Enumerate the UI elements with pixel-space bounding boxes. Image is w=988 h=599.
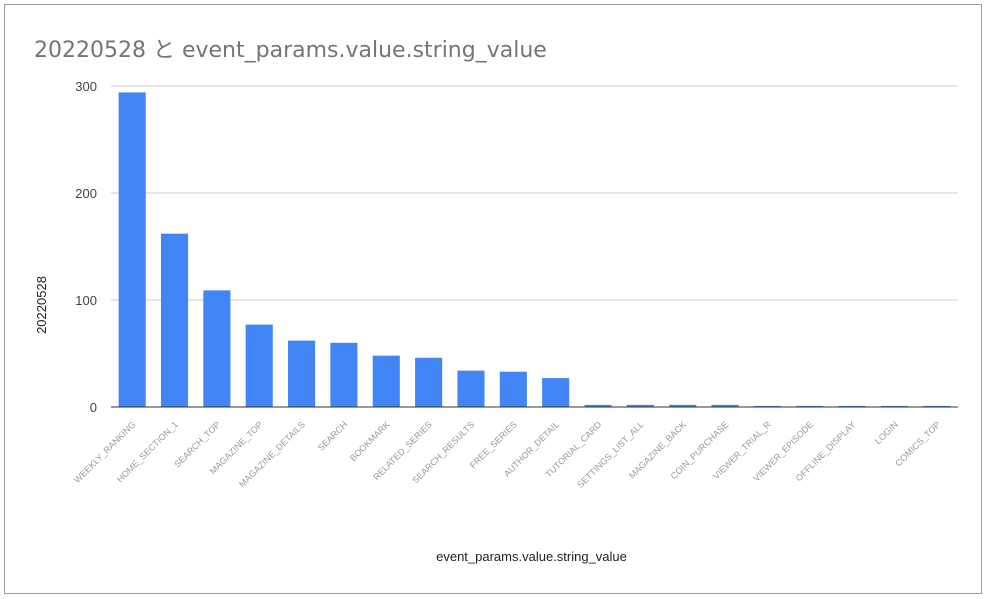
bar bbox=[457, 370, 485, 407]
y-tick-label: 100 bbox=[75, 293, 97, 308]
y-tick-label: 300 bbox=[75, 79, 97, 94]
chart-title: 20220528 と event_params.value.string_val… bbox=[34, 38, 547, 63]
bar bbox=[584, 404, 612, 407]
bar bbox=[838, 405, 866, 407]
bar bbox=[118, 92, 146, 408]
bar bbox=[160, 233, 189, 407]
bar bbox=[880, 405, 909, 407]
bar bbox=[499, 371, 527, 407]
bar bbox=[203, 290, 231, 407]
bars bbox=[118, 92, 951, 408]
bar bbox=[415, 357, 443, 407]
y-tick-label: 0 bbox=[90, 400, 97, 415]
bar bbox=[711, 404, 739, 407]
bar bbox=[372, 355, 400, 407]
y-axis-ticks: 0 100 200 300 bbox=[75, 79, 97, 415]
x-tick-label: COMICS_TOP bbox=[893, 419, 942, 468]
x-tick-label: SEARCH bbox=[316, 419, 350, 453]
bar bbox=[626, 404, 654, 407]
gridlines bbox=[111, 85, 958, 301]
bar bbox=[330, 342, 358, 407]
x-tick-label: LOGIN bbox=[873, 419, 900, 446]
x-axis-ticks: WEEKLY_RANKINGHOME_SECTION_1SEARCH_TOPMA… bbox=[72, 419, 942, 490]
bar bbox=[245, 324, 273, 407]
x-tick-label: BOOKMARK bbox=[348, 419, 392, 463]
bar bbox=[542, 378, 570, 407]
bar bbox=[288, 340, 316, 407]
y-tick-label: 200 bbox=[75, 186, 97, 201]
y-axis-label: 20220528 bbox=[34, 276, 49, 334]
bar bbox=[753, 405, 781, 407]
bar bbox=[796, 405, 824, 407]
bar bbox=[923, 405, 951, 407]
x-axis-label: event_params.value.string_value bbox=[436, 549, 627, 564]
bar bbox=[669, 404, 697, 407]
